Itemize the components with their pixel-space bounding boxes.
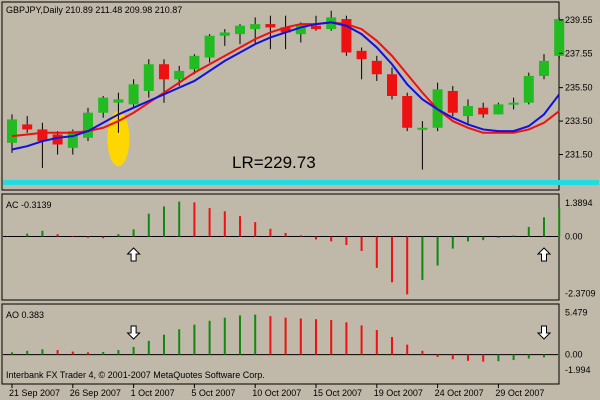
highlight-ellipse	[107, 111, 130, 167]
ao-arrow-down-icon	[126, 325, 141, 340]
candle-body	[356, 50, 367, 60]
candle-body	[37, 129, 48, 142]
copyright-text: Interbank FX Trader 4, © 2001-2007 MetaQ…	[6, 370, 265, 380]
ao-tick-label: -1.994	[565, 365, 591, 375]
date-label: 15 Oct 2007	[313, 388, 362, 398]
candle-body	[447, 90, 458, 113]
candle-body	[265, 24, 276, 28]
candle-body	[371, 60, 382, 75]
axis-labels: 239.55 237.55 235.50 233.50 231.50 1.3894 0.00…	[9, 15, 596, 398]
candle-body	[402, 96, 413, 128]
candle-body	[159, 64, 169, 80]
lr-annotation: LR=229.73	[232, 153, 316, 172]
date-label: 24 Oct 2007	[435, 388, 484, 398]
date-label: 10 Oct 2007	[252, 388, 301, 398]
price-tick-label: 237.55	[565, 48, 593, 58]
candle-body	[554, 19, 565, 56]
candle-body	[235, 25, 245, 35]
date-label: 21 Sep 2007	[9, 388, 60, 398]
date-label: 5 Oct 2007	[191, 388, 235, 398]
candle-body	[523, 75, 534, 103]
candle-body	[219, 32, 230, 36]
candle-body	[341, 19, 352, 53]
candle-body	[98, 97, 109, 113]
candle-body	[128, 84, 139, 105]
ao-panel	[3, 314, 561, 362]
ao-arrow-down-icon	[536, 325, 552, 340]
candle-body	[295, 24, 306, 35]
ac-panel-frame	[1, 193, 560, 301]
candle-body	[174, 70, 185, 80]
candle-body	[22, 124, 33, 130]
ac-arrow-up-icon	[126, 247, 141, 262]
candle-body	[280, 27, 291, 33]
ac-tick-label: 1.3894	[565, 198, 593, 208]
date-label: 26 Sep 2007	[70, 388, 121, 398]
candle-body	[539, 60, 549, 76]
price-tick-label: 233.50	[565, 116, 593, 126]
candle-body	[83, 112, 93, 138]
date-label: 29 Oct 2007	[495, 388, 544, 398]
ac-label: AC -0.3139	[6, 200, 52, 210]
candle-body	[204, 35, 215, 58]
price-tick-label: 239.55	[565, 15, 593, 25]
date-label: 19 Oct 2007	[374, 388, 423, 398]
candle-body	[7, 119, 17, 143]
ao-label: AO 0.383	[6, 310, 44, 320]
ma-red-line	[11, 21, 560, 138]
candle-body	[67, 131, 78, 148]
candle-body	[311, 25, 321, 30]
ma-blue-line	[11, 21, 560, 151]
candle-body	[508, 102, 519, 105]
candle-body	[463, 106, 473, 117]
price-tick-label: 235.50	[565, 83, 593, 93]
candle-body	[113, 99, 124, 103]
baseline-bar	[3, 180, 599, 185]
candle-body	[250, 24, 261, 30]
price-tick-label: 231.50	[565, 150, 593, 160]
candle-body	[189, 55, 200, 70]
candle-body	[478, 107, 489, 115]
candle-body	[143, 64, 154, 91]
candle-body	[417, 127, 428, 130]
symbol-header: GBPJPY,Daily 210.89 211.48 209.98 210.87	[6, 5, 182, 15]
candle-body	[493, 104, 504, 115]
ac-arrow-up-icon	[536, 247, 552, 262]
ao-tick-label: 0.00	[565, 350, 583, 360]
candle-body	[52, 134, 63, 145]
price-panel	[3, 10, 599, 185]
ac-tick-label: 0.00	[565, 232, 583, 242]
ao-panel-frame	[1, 303, 560, 385]
date-label: 1 Oct 2007	[131, 388, 175, 398]
ao-tick-label: 5.479	[565, 307, 588, 317]
ac-panel	[3, 201, 561, 295]
candle-body	[387, 74, 397, 96]
ac-tick-label: -2.3709	[565, 289, 596, 299]
